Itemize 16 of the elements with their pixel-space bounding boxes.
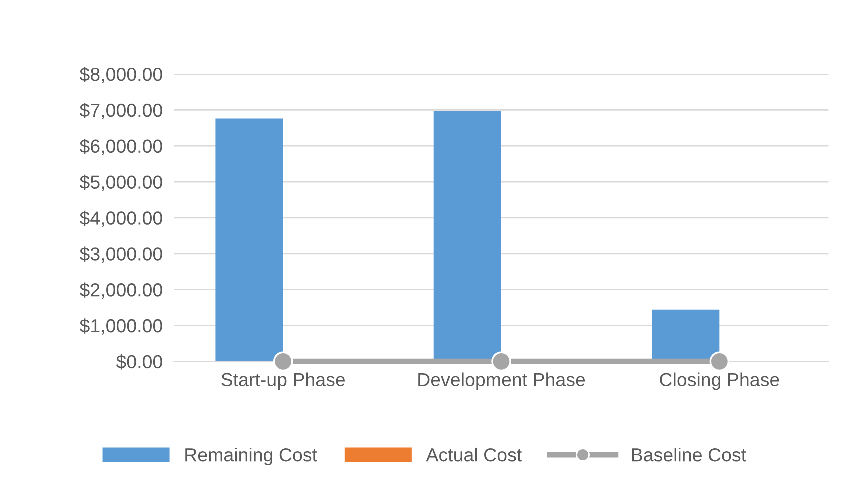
x-tick-label: Start-up Phase [222, 372, 346, 390]
y-tick-label: $5,000.00 [80, 174, 162, 192]
y-tick-label: $4,000.00 [80, 210, 162, 228]
y-tick-label: $7,000.00 [80, 103, 162, 120]
x-tick-label: Development Phase [418, 372, 586, 390]
legend-label: Actual Cost [426, 448, 522, 462]
y-tick-label: $8,000.00 [80, 67, 162, 84]
y-tick-label: $6,000.00 [80, 139, 162, 156]
y-tick-label: $1,000.00 [80, 318, 162, 335]
x-tick-label: Closing Phase [660, 372, 780, 390]
y-tick-label: $3,000.00 [80, 246, 162, 264]
legend-label: Baseline Cost [632, 448, 746, 462]
bar [216, 118, 284, 362]
y-tick-label: $2,000.00 [80, 282, 162, 299]
legend-label: Remaining Cost [186, 448, 318, 466]
y-tick-label: $0.00 [116, 354, 162, 370]
